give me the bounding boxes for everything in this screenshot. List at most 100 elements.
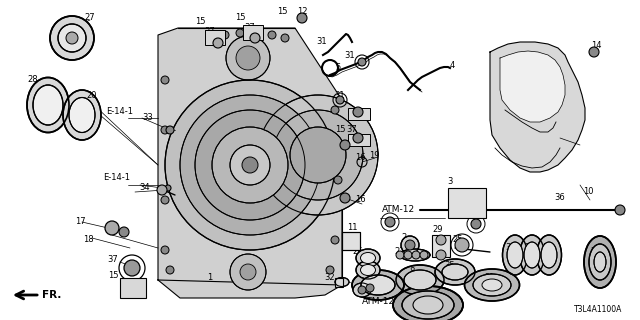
Circle shape	[250, 33, 260, 43]
Circle shape	[161, 246, 169, 254]
Text: E-14-1: E-14-1	[106, 108, 134, 116]
Text: E-14-1: E-14-1	[104, 173, 131, 182]
Circle shape	[242, 157, 258, 173]
Ellipse shape	[442, 264, 468, 280]
Circle shape	[254, 29, 262, 37]
Circle shape	[331, 106, 339, 114]
Circle shape	[230, 254, 266, 290]
Circle shape	[331, 236, 339, 244]
Text: 14: 14	[591, 41, 601, 50]
Text: 7: 7	[365, 274, 371, 283]
Circle shape	[66, 32, 78, 44]
Ellipse shape	[27, 77, 69, 132]
Circle shape	[385, 217, 395, 227]
Ellipse shape	[356, 261, 380, 279]
Text: 5: 5	[335, 63, 340, 73]
Ellipse shape	[402, 291, 454, 319]
Circle shape	[281, 34, 289, 42]
Text: 33: 33	[143, 114, 154, 123]
Ellipse shape	[360, 265, 376, 276]
Circle shape	[268, 31, 276, 39]
Text: 15: 15	[195, 18, 205, 27]
Circle shape	[420, 251, 428, 259]
Ellipse shape	[536, 235, 561, 275]
Text: 12: 12	[297, 7, 307, 17]
Circle shape	[405, 240, 415, 250]
Text: 27: 27	[84, 12, 95, 21]
Text: 37: 37	[347, 125, 357, 134]
Polygon shape	[500, 51, 565, 122]
Text: 4: 4	[449, 60, 454, 69]
Text: 31: 31	[335, 91, 346, 100]
Text: 10: 10	[583, 188, 593, 196]
Circle shape	[236, 29, 244, 37]
Ellipse shape	[465, 269, 520, 301]
Text: 18: 18	[83, 236, 93, 244]
Circle shape	[119, 227, 129, 237]
Bar	[348, 134, 370, 146]
Text: T3L4A1100A: T3L4A1100A	[574, 306, 622, 315]
Text: 17: 17	[75, 218, 85, 227]
Circle shape	[404, 251, 412, 259]
Bar	[448, 188, 486, 218]
Text: 28: 28	[28, 76, 38, 84]
Text: 31: 31	[345, 51, 355, 60]
Text: 19: 19	[369, 151, 380, 161]
Text: 8: 8	[410, 268, 415, 276]
Circle shape	[166, 266, 174, 274]
Text: 21: 21	[484, 274, 495, 283]
Circle shape	[221, 31, 229, 39]
Circle shape	[336, 96, 344, 104]
Ellipse shape	[400, 249, 430, 261]
Text: 30: 30	[543, 244, 554, 252]
Text: 9: 9	[472, 213, 477, 222]
Ellipse shape	[482, 279, 502, 291]
Text: 37: 37	[244, 23, 255, 33]
Circle shape	[290, 127, 346, 183]
Ellipse shape	[352, 270, 404, 300]
Circle shape	[412, 251, 420, 259]
Ellipse shape	[541, 242, 557, 268]
Circle shape	[366, 284, 374, 292]
Circle shape	[589, 47, 599, 57]
Ellipse shape	[361, 275, 395, 295]
Circle shape	[436, 250, 446, 260]
Text: 23: 23	[591, 247, 602, 257]
Circle shape	[206, 34, 214, 42]
Circle shape	[161, 126, 169, 134]
Text: 37: 37	[205, 28, 216, 36]
Bar	[342, 232, 360, 250]
Circle shape	[161, 76, 169, 84]
Circle shape	[334, 176, 342, 184]
Circle shape	[273, 110, 363, 200]
Circle shape	[50, 16, 94, 60]
Text: 1: 1	[207, 274, 212, 283]
Circle shape	[195, 110, 305, 220]
Circle shape	[396, 251, 404, 259]
Ellipse shape	[435, 259, 475, 285]
Ellipse shape	[473, 274, 511, 296]
Circle shape	[157, 185, 167, 195]
Circle shape	[436, 235, 446, 245]
Bar	[342, 232, 360, 250]
Circle shape	[236, 46, 260, 70]
Text: 2: 2	[401, 234, 406, 243]
Bar	[243, 25, 263, 40]
Bar	[335, 278, 343, 287]
Circle shape	[326, 266, 334, 274]
Circle shape	[401, 236, 419, 254]
Circle shape	[165, 80, 335, 250]
Text: 31: 31	[317, 37, 327, 46]
Circle shape	[455, 238, 469, 252]
Circle shape	[226, 36, 270, 80]
Text: 34: 34	[140, 183, 150, 193]
Circle shape	[353, 133, 363, 143]
Bar	[348, 108, 370, 120]
Circle shape	[340, 140, 350, 150]
Circle shape	[358, 286, 366, 294]
Circle shape	[297, 13, 307, 23]
Circle shape	[58, 24, 86, 52]
Text: 24: 24	[420, 293, 431, 302]
Ellipse shape	[413, 296, 443, 314]
Text: 30: 30	[525, 244, 535, 252]
